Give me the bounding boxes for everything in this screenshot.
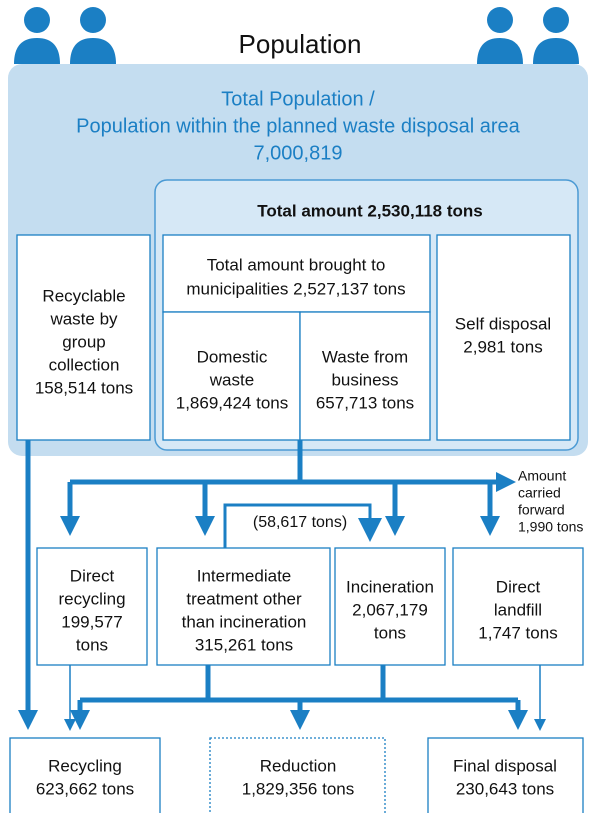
people-icons (14, 7, 579, 64)
domestic-text: Domestic (197, 347, 268, 366)
intermediate-text: than incineration (182, 612, 307, 631)
carried-forward-text: 1,990 tons (518, 519, 583, 535)
incineration-text: 2,067,179 (352, 600, 428, 619)
direct-recycling-text: Direct (70, 566, 115, 585)
carried-forward-text: forward (518, 502, 565, 518)
intermediate-text: treatment other (186, 589, 302, 608)
direct-landfill-text: Direct (496, 577, 541, 596)
direct-landfill-text: landfill (494, 600, 542, 619)
recycling-text: 623,662 tons (36, 779, 134, 798)
reduction-text: 1,829,356 tons (242, 779, 354, 798)
carried-forward-text: Amount (518, 468, 566, 484)
carried-forward-text: carried (518, 485, 561, 501)
brought-text: municipalities 2,527,137 tons (186, 279, 405, 298)
population-text: Population within the planned waste disp… (76, 115, 521, 137)
intermediate-text: Intermediate (197, 566, 292, 585)
direct-recycling-text: tons (76, 635, 108, 654)
direct-landfill-text: 1,747 tons (478, 623, 557, 642)
total-text: Total amount 2,530,118 tons (257, 201, 482, 220)
population-text: Total Population / (221, 88, 375, 110)
arrows (18, 440, 546, 731)
direct-recycling-text: 199,577 (61, 612, 122, 631)
boxes (9, 234, 584, 813)
final-disposal-text: 230,643 tons (456, 779, 554, 798)
domestic-text: waste (209, 370, 254, 389)
domestic-text: 1,869,424 tons (176, 393, 288, 412)
recyclable-text: group (62, 332, 105, 351)
final-disposal-text: Final disposal (453, 756, 557, 775)
business-text: business (331, 370, 398, 389)
recyclable-text: waste by (49, 309, 118, 328)
transfer-text: (58,617 tons) (253, 514, 347, 531)
self-disposal-text: 2,981 tons (463, 337, 542, 356)
direct-recycling-text: recycling (58, 589, 125, 608)
reduction-text: Reduction (260, 756, 337, 775)
brought-text: Total amount brought to (207, 255, 386, 274)
recyclable-text: Recyclable (42, 286, 125, 305)
business-text: Waste from (322, 347, 408, 366)
business-text: 657,713 tons (316, 393, 414, 412)
title: Population (239, 29, 362, 59)
self-disposal-text: Self disposal (455, 314, 551, 333)
population-text: 7,000,819 (254, 142, 343, 164)
recyclable-text: collection (49, 355, 120, 374)
intermediate-text: 315,261 tons (195, 635, 293, 654)
incineration-text: Incineration (346, 577, 434, 596)
recycling-text: Recycling (48, 756, 122, 775)
incineration-text: tons (374, 623, 406, 642)
recyclable-text: 158,514 tons (35, 378, 133, 397)
